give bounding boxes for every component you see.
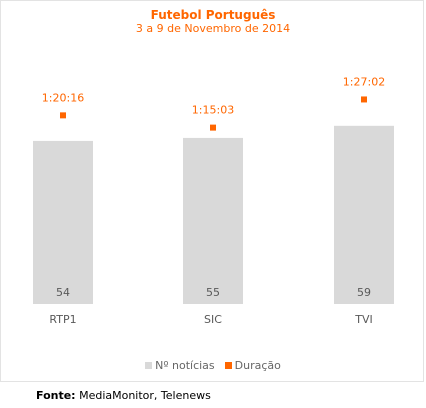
duration-marker-tvi [361,96,367,103]
chart-title: Futebol Português [150,8,276,22]
duration-marker-rtp1 [60,112,66,119]
x-tick-rtp1: RTP1 [49,313,76,326]
source-text: MediaMonitor, Telenews [75,389,211,402]
source-label: Fonte: [36,389,76,402]
x-tick-tvi: TVI [354,313,373,326]
legend-item-duracao[interactable]: Duração [224,359,281,372]
source-note: Fonte: MediaMonitor, Telenews [36,389,211,402]
duration-label-rtp1: 1:20:16 [42,91,84,104]
bar-label-sic: 55 [206,286,220,299]
bar-sic [183,137,243,304]
bar-label-rtp1: 54 [56,286,70,299]
legend-label-noticias: Nº notícias [155,359,215,372]
bar-label-tvi: 59 [357,286,371,299]
bar-tvi [334,125,394,304]
legend-swatch-noticias [145,362,153,369]
chart-subtitle: 3 a 9 de Novembro de 2014 [135,22,291,35]
chart-legend: Nº notícias Duração [0,359,426,372]
x-tick-sic: SIC [204,313,222,326]
legend-swatch-duracao [224,362,232,369]
legend-label-duracao: Duração [234,359,281,372]
duration-label-tvi: 1:27:02 [343,75,385,88]
duration-marker-sic [210,124,216,131]
bar-rtp1 [33,140,93,304]
duration-label-sic: 1:15:03 [192,104,234,117]
legend-item-noticias[interactable]: Nº notícias [145,359,215,372]
